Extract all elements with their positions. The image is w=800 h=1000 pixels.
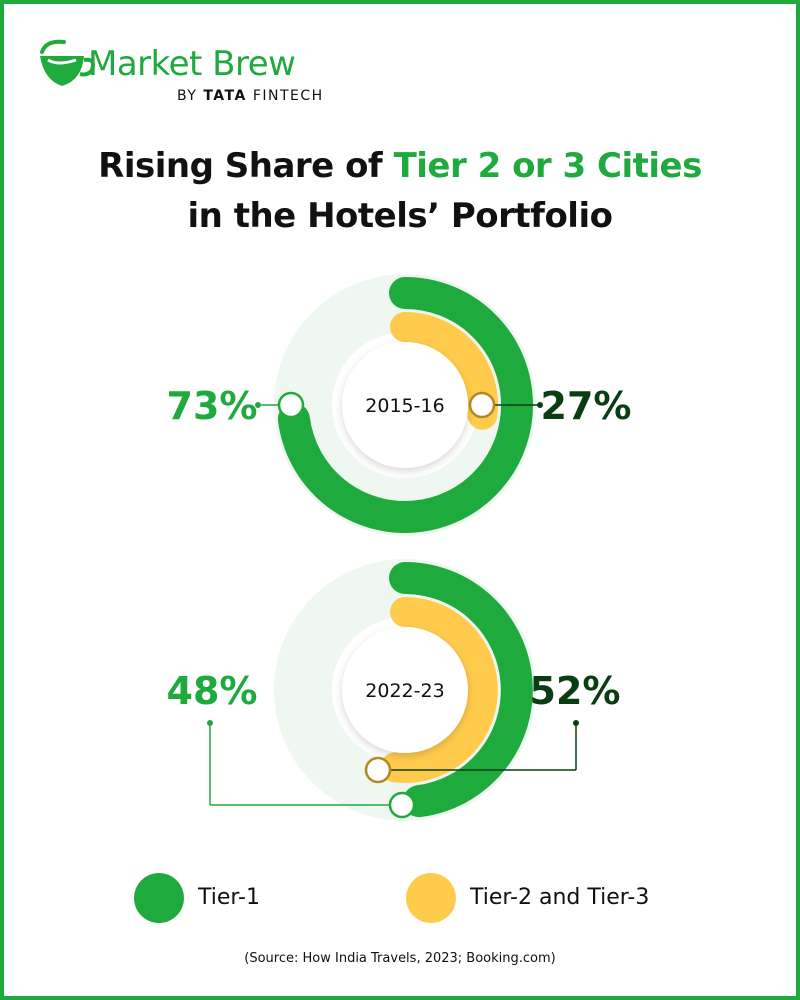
donut-center bbox=[342, 627, 468, 753]
marker-tier-2-3 bbox=[468, 391, 496, 419]
value-label-tier-1: 73% bbox=[167, 384, 258, 428]
marker-tier-2-3 bbox=[364, 756, 392, 784]
donut-chart-2: 2022-23 48% 52% bbox=[167, 559, 621, 821]
donut-center-label: 2015-16 bbox=[365, 395, 444, 417]
value-label-tier-1: 48% bbox=[167, 669, 258, 713]
value-label-tier-2-3: 27% bbox=[541, 384, 632, 428]
legend-swatch-tier-1 bbox=[134, 873, 184, 923]
legend-label-tier-2-3: Tier-2 and Tier-3 bbox=[470, 885, 650, 910]
donut-center bbox=[342, 342, 468, 468]
donut-center-label: 2022-23 bbox=[365, 680, 444, 702]
slice-tier-1 bbox=[389, 562, 533, 818]
donut-chart-1: 2015-16 73% 27% bbox=[167, 274, 632, 536]
legend-label-tier-1: Tier-1 bbox=[198, 885, 260, 910]
leader-dot-tier-2-3 bbox=[537, 402, 543, 408]
market-brew-logo-icon bbox=[40, 39, 95, 86]
page-title-line-1: Rising Share of Tier 2 or 3 Cities bbox=[98, 146, 702, 186]
marker-tier-1 bbox=[277, 391, 305, 419]
page-title-line-2: in the Hotels’ Portfolio bbox=[187, 196, 613, 236]
leader-dot-tier-2-3 bbox=[573, 720, 579, 726]
slice-tier-1 bbox=[277, 277, 534, 533]
brand-name: Market Brew bbox=[88, 44, 296, 84]
leader-dot-tier-1 bbox=[255, 402, 261, 408]
legend-swatch-tier-2-3 bbox=[406, 873, 456, 923]
marker-tier-1 bbox=[388, 791, 416, 819]
value-label-tier-2-3: 52% bbox=[530, 669, 621, 713]
brand-byline: BY TATA FINTECH bbox=[177, 88, 324, 104]
leader-dot-tier-1 bbox=[207, 720, 213, 726]
source-note: (Source: How India Travels, 2023; Bookin… bbox=[244, 951, 556, 966]
slice-tier-2-3 bbox=[380, 597, 498, 783]
